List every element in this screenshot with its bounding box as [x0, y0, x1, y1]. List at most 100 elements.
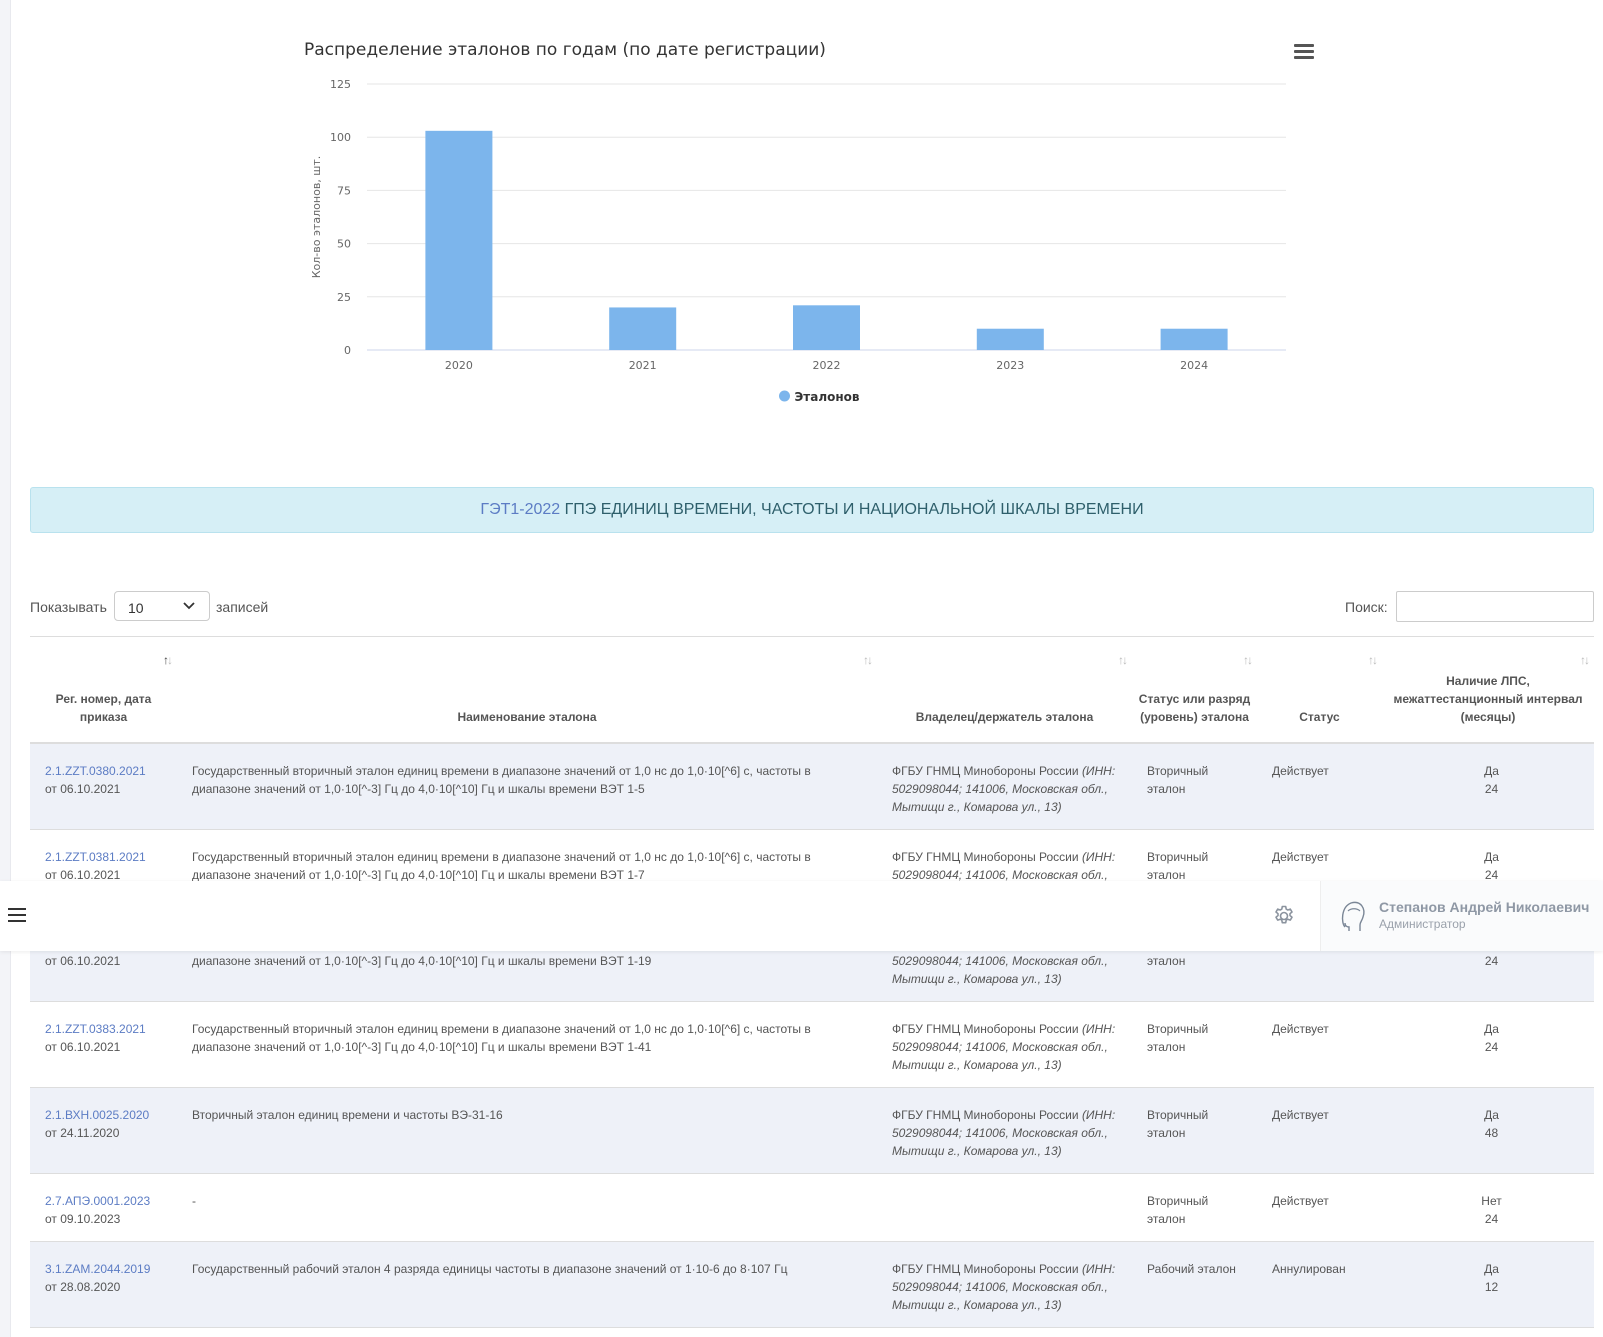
reg-number-link[interactable]: 2.1.ВХН.0025.2020: [45, 1107, 150, 1122]
interval-value: 24: [1484, 867, 1499, 882]
order-date: от 28.08.2020: [45, 1279, 121, 1294]
page-size-value: 10: [128, 600, 144, 616]
bar: [1160, 328, 1228, 350]
search-label: Поиск:: [1345, 599, 1388, 615]
user-name: Степанов Андрей Николаевич: [1379, 899, 1590, 915]
y-tick-label: 25: [337, 291, 351, 304]
cell-status: Действует: [1257, 1173, 1382, 1242]
col-header-name[interactable]: ↑↓ Наименование эталона: [177, 637, 877, 744]
reg-number-link[interactable]: 2.1.ZZT.0380.2021: [45, 764, 146, 778]
cell-lps: Да 24: [1382, 1001, 1594, 1088]
interval-value: 24: [1484, 1039, 1499, 1054]
cell-name: Государственный вторичный эталон единиц …: [177, 1001, 877, 1088]
cell-owner: ФГБУ ГНМЦ Минобороны России (ИНН: 502909…: [877, 1087, 1132, 1174]
x-tick-label: 2023: [996, 359, 1024, 372]
y-tick-label: 75: [337, 184, 351, 197]
order-date: от 09.10.2023: [45, 1211, 121, 1226]
sort-icon: ↑↓: [1243, 653, 1253, 667]
cell-owner: ФГБУ ГНМЦ Минобороны России (ИНН: 502909…: [877, 743, 1132, 830]
cell-status: Действует: [1257, 1001, 1382, 1088]
cell-owner: ФГБУ ГНМЦ Минобороны России (ИНН: 502909…: [877, 1001, 1132, 1088]
order-date: от 06.10.2021: [45, 782, 121, 796]
gear-icon[interactable]: [1272, 904, 1296, 928]
cell-level: Рабочий эталон: [1132, 1241, 1257, 1328]
interval-value: 12: [1484, 1279, 1499, 1294]
order-date: от 06.10.2021: [45, 867, 121, 882]
left-edge: [0, 0, 11, 1337]
cell-reg: 2.1.ВХН.0025.2020 от 24.11.2020: [30, 1087, 177, 1174]
owner-name: ФГБУ ГНМЦ Минобороны России: [892, 849, 1079, 864]
cell-reg: 2.7.АПЭ.0001.2023 от 09.10.2023: [30, 1173, 177, 1242]
reg-number-link[interactable]: 2.1.ZZT.0381.2021: [45, 849, 146, 864]
col-header-reg[interactable]: ↑↓ Рег. номер, дата приказа: [30, 637, 177, 744]
table-header-row: ↑↓ Рег. номер, дата приказа ↑↓ Наименовани…: [30, 637, 1594, 744]
interval-value: 24: [1484, 953, 1499, 968]
cell-reg: 2.1.ZZT.0383.2021 от 06.10.2021: [30, 1001, 177, 1088]
cell-name: Вторичный эталон единиц времени и частот…: [177, 1087, 877, 1174]
table-controls: Показывать 10 записей Поиск:: [30, 591, 1594, 623]
cell-lps: Да 24: [1382, 743, 1594, 830]
cell-reg: 3.1.ZAM.2044.2019 от 28.08.2020: [30, 1241, 177, 1328]
user-role: Администратор: [1379, 917, 1466, 931]
owner-name: ФГБУ ГНМЦ Минобороны России: [892, 1261, 1079, 1276]
cell-status: Действует: [1257, 743, 1382, 830]
standard-link[interactable]: ГЭТ1-2022: [480, 501, 561, 518]
sort-icon: ↑↓: [863, 653, 873, 667]
cell-name: -: [177, 1173, 877, 1242]
order-date: от 06.10.2021: [45, 953, 121, 968]
reg-number-link[interactable]: 3.1.ZAM.2044.2019: [45, 1261, 151, 1276]
table-row[interactable]: 2.1.ZZT.0380.2021 от 06.10.2021 Государств…: [30, 743, 1594, 830]
search-input[interactable]: [1396, 591, 1594, 622]
col-header-owner[interactable]: ↑↓ Владелец/держатель эталона: [877, 637, 1132, 744]
lps-value: Да: [1484, 764, 1499, 778]
x-tick-label: 2020: [445, 359, 473, 372]
owner-details: (ИНН: 5029098044; 141006, Московская обл…: [892, 1261, 1116, 1312]
cell-level: Вторичный эталон: [1132, 1001, 1257, 1088]
interval-value: 48: [1484, 1125, 1499, 1140]
standard-banner: ГЭТ1-2022 ГПЭ ЕДИНИЦ ВРЕМЕНИ, ЧАСТОТЫ И …: [30, 487, 1594, 533]
cell-name: Государственный рабочий эталон 4 разряда…: [177, 1241, 877, 1328]
y-tick-label: 50: [337, 238, 351, 251]
bar: [425, 130, 493, 350]
cell-level: Вторичный эталон: [1132, 1087, 1257, 1174]
col-header-status[interactable]: ↑↓ Статус: [1257, 637, 1382, 744]
bar-chart: Распределение эталонов по годам (по дате…: [304, 40, 1286, 404]
legend-label: Эталонов: [795, 390, 860, 404]
table-row[interactable]: 2.7.АПЭ.0001.2023 от 09.10.2023 - Вторичны…: [30, 1173, 1594, 1242]
cell-lps: Нет 24: [1382, 1173, 1594, 1242]
cell-lps: Да 12: [1382, 1241, 1594, 1328]
order-date: от 06.10.2021: [45, 1039, 121, 1054]
legend-marker: [779, 390, 790, 402]
y-tick-label: 100: [330, 131, 351, 144]
owner-details: (ИНН: 5029098044; 141006, Московская обл…: [892, 1107, 1116, 1158]
owner-details: (ИНН: 5029098044; 141006, Московская обл…: [892, 764, 1116, 814]
user-profile[interactable]: Степанов Андрей Николаевич Администратор: [1320, 881, 1603, 951]
col-header-level[interactable]: ↑↓ Статус или разряд (уровень) эталона: [1132, 637, 1257, 744]
sort-asc-icon: ↑↓: [163, 653, 173, 667]
reg-number-link[interactable]: 2.7.АПЭ.0001.2023: [45, 1193, 151, 1208]
lps-value: Да: [1484, 1021, 1499, 1036]
table-row[interactable]: 2.1.ZZT.0383.2021 от 06.10.2021 Государств…: [30, 1001, 1594, 1088]
reg-number-link[interactable]: 2.1.ZZT.0383.2021: [45, 1021, 146, 1036]
page-size-select[interactable]: 10: [114, 591, 210, 621]
sort-icon: ↑↓: [1580, 653, 1590, 667]
x-tick-label: 2022: [813, 359, 841, 372]
user-avatar-icon: [1341, 901, 1365, 931]
records-label: записей: [216, 599, 269, 615]
cell-level: Вторичный эталон: [1132, 1173, 1257, 1242]
table-row[interactable]: 2.1.ВХН.0025.2020 от 24.11.2020 Вторичный …: [30, 1087, 1594, 1174]
lps-value: Нет: [1481, 1193, 1502, 1208]
chevron-down-icon: [183, 602, 195, 610]
hamburger-menu-icon[interactable]: [8, 908, 26, 924]
col-header-lps[interactable]: ↑↓ Наличие ЛПС, межаттестанционный интерв…: [1382, 637, 1594, 744]
sort-icon: ↑↓: [1118, 653, 1128, 667]
x-tick-label: 2021: [629, 359, 657, 372]
cell-level: Вторичный эталон: [1132, 743, 1257, 830]
bar: [976, 328, 1044, 350]
y-axis-label: Кол-во эталонов, шт.: [310, 156, 323, 279]
table-row[interactable]: 3.1.ZAM.2044.2019 от 28.08.2020 Государств…: [30, 1241, 1594, 1328]
cell-owner: ФГБУ ГНМЦ Минобороны России (ИНН: 502909…: [877, 1241, 1132, 1328]
owner-name: ФГБУ ГНМЦ Минобороны России: [892, 764, 1079, 778]
chart-menu-icon[interactable]: [1294, 44, 1314, 62]
cell-status: Аннулирован: [1257, 1241, 1382, 1328]
